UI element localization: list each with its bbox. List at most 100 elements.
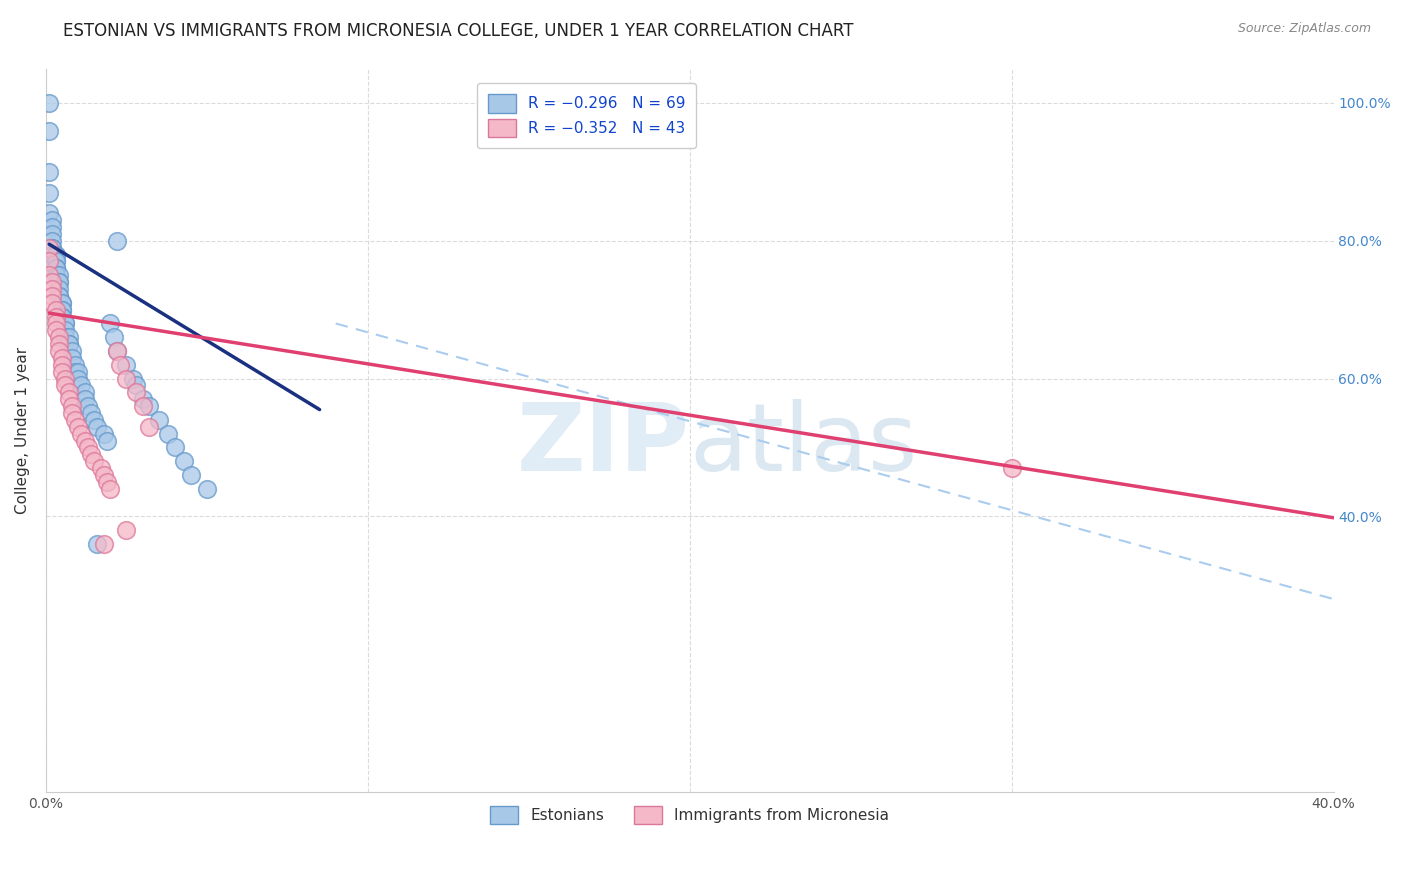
Point (48, 330, 70, 344)
Point (51, 310, 73, 324)
Point (60, 344, 83, 359)
Point (48, 282, 70, 296)
Point (58, 330, 80, 344)
Point (105, 344, 128, 359)
Point (138, 419, 160, 434)
Point (41, 227, 63, 241)
Point (180, 468, 202, 483)
Point (76, 399, 98, 413)
Point (83, 454, 105, 468)
Point (48, 268, 70, 283)
Point (51, 295, 73, 310)
Point (58, 392, 80, 407)
Y-axis label: College, Under 1 year: College, Under 1 year (15, 347, 30, 514)
Point (53, 323, 76, 337)
Point (93, 537, 115, 551)
Point (73, 392, 96, 407)
Point (41, 241, 63, 255)
Point (38, 165, 60, 179)
Point (48, 289, 70, 303)
Point (131, 392, 153, 407)
Point (58, 337, 80, 351)
Point (105, 234, 128, 248)
Point (96, 434, 118, 448)
Point (53, 378, 76, 392)
Point (41, 234, 63, 248)
Point (86, 419, 108, 434)
Point (38, 95, 60, 110)
Point (51, 295, 73, 310)
Point (67, 419, 90, 434)
Point (41, 219, 63, 234)
Point (138, 399, 160, 413)
Point (38, 241, 60, 255)
Point (38, 206, 60, 220)
Point (45, 247, 67, 261)
Point (45, 302, 67, 317)
Point (93, 426, 115, 441)
Point (48, 289, 70, 303)
Point (53, 317, 76, 331)
Point (53, 317, 76, 331)
Point (51, 358, 73, 372)
Point (73, 434, 96, 448)
Point (60, 399, 83, 413)
Point (51, 351, 73, 365)
Point (108, 358, 131, 372)
Point (41, 289, 63, 303)
Point (163, 441, 186, 455)
Point (60, 406, 83, 420)
Point (96, 475, 118, 489)
Point (125, 378, 148, 392)
Point (45, 254, 67, 268)
Point (148, 413, 170, 427)
Point (45, 254, 67, 268)
Point (38, 254, 60, 268)
Point (48, 337, 70, 351)
Point (53, 330, 76, 344)
Point (76, 441, 98, 455)
Point (90, 461, 112, 475)
Point (115, 358, 138, 372)
Point (51, 302, 73, 317)
Point (1001, 461, 1024, 475)
Point (93, 468, 115, 483)
Point (45, 310, 67, 324)
Point (45, 323, 67, 337)
Point (41, 241, 63, 255)
Point (80, 406, 103, 420)
Point (41, 213, 63, 227)
Point (103, 330, 125, 344)
Point (73, 385, 96, 400)
Point (195, 482, 218, 496)
Point (51, 302, 73, 317)
Point (45, 268, 67, 283)
Point (41, 275, 63, 289)
Point (173, 454, 195, 468)
Point (45, 261, 67, 276)
Point (105, 344, 128, 359)
Point (86, 537, 108, 551)
Legend: Estonians, Immigrants from Micronesia: Estonians, Immigrants from Micronesia (479, 795, 900, 835)
Point (38, 186, 60, 200)
Point (122, 371, 145, 385)
Point (67, 371, 90, 385)
Point (51, 310, 73, 324)
Point (98, 482, 121, 496)
Point (70, 378, 93, 392)
Point (70, 426, 93, 441)
Point (38, 268, 60, 283)
Point (45, 317, 67, 331)
Point (48, 275, 70, 289)
Point (45, 247, 67, 261)
Point (58, 385, 80, 400)
Text: atlas: atlas (690, 399, 918, 491)
Point (53, 371, 76, 385)
Point (48, 275, 70, 289)
Point (41, 247, 63, 261)
Point (45, 261, 67, 276)
Point (51, 365, 73, 379)
Point (115, 523, 138, 537)
Point (58, 337, 80, 351)
Point (80, 447, 103, 461)
